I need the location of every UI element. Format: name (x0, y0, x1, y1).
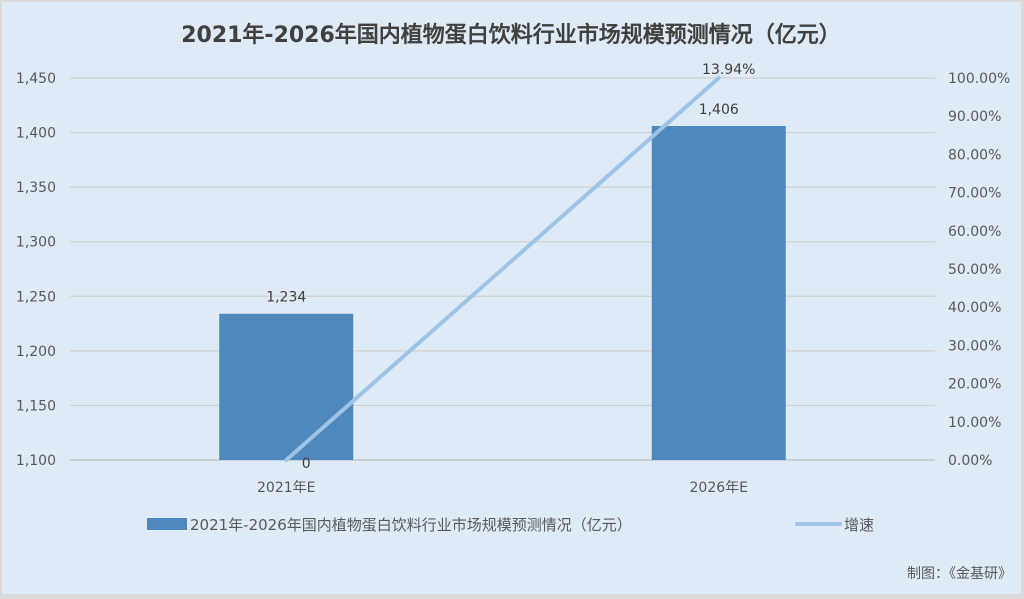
y-right-tick-label: 50.00% (948, 262, 1001, 278)
y-right-tick-label: 60.00% (948, 224, 1001, 240)
source-note: 制图：《金基研》 (907, 565, 1012, 582)
growth-line (284, 76, 721, 462)
y-right-tick-label: 100.00% (948, 71, 1010, 87)
y-left-tick-label: 1,400 (16, 126, 56, 142)
line-data-label: 0 (302, 456, 311, 472)
bar-data-label: 1,234 (266, 290, 306, 306)
y-left-tick-label: 1,250 (16, 289, 56, 305)
line-data-label: 13.94% (702, 62, 755, 78)
legend: 2021年-2026年国内植物蛋白饮料行业市场规模预测情况（亿元） 增速 (147, 516, 874, 534)
y-right-tick-label: 30.00% (948, 338, 1001, 354)
legend-swatch-bar (147, 518, 187, 530)
y-right-tick-label: 20.00% (948, 377, 1001, 393)
legend-label-bar: 2021年-2026年国内植物蛋白饮料行业市场规模预测情况（亿元） (190, 516, 632, 534)
y-left-tick-label: 1,200 (16, 344, 56, 360)
y-right-tick-label: 90.00% (948, 109, 1001, 125)
bar (219, 313, 354, 460)
x-tick-label: 2021年E (257, 480, 315, 496)
bar (651, 126, 786, 460)
legend-label-line: 增速 (844, 516, 874, 534)
y-left-tick-label: 1,150 (16, 398, 56, 414)
y-left-tick-label: 1,350 (16, 180, 56, 196)
y-left-tick-label: 1,450 (16, 71, 56, 87)
y-left-tick-label: 1,100 (16, 453, 56, 469)
chart-title: 2021年-2026年国内植物蛋白饮料行业市场规模预测情况（亿元） (181, 22, 841, 48)
x-tick-label: 2026年E (690, 480, 748, 496)
y-right-tick-label: 10.00% (948, 415, 1001, 431)
y-right-tick-label: 70.00% (948, 186, 1001, 202)
y-right-tick-label: 0.00% (948, 453, 992, 469)
y-right-tick-label: 80.00% (948, 147, 1001, 163)
bar-data-label: 1,406 (699, 102, 739, 118)
y-right-tick-label: 40.00% (948, 300, 1001, 316)
y-left-tick-label: 1,300 (16, 235, 56, 251)
